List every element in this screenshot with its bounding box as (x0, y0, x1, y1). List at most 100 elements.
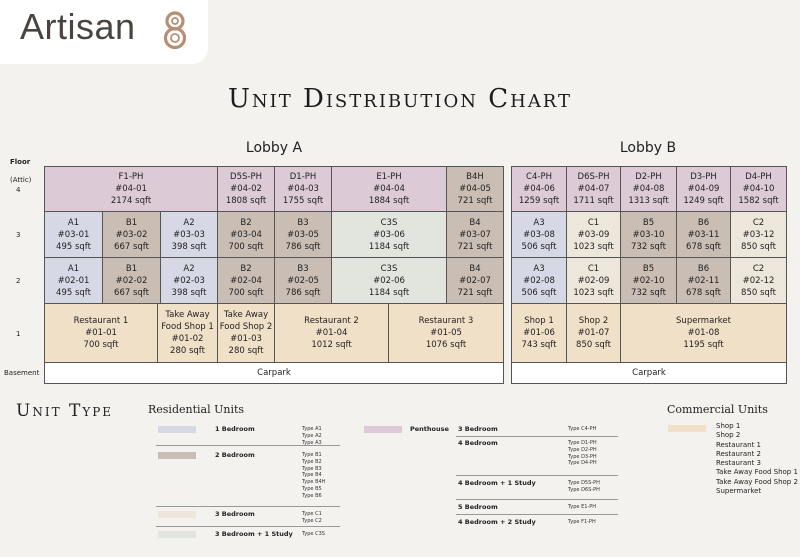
unit-type-label: Restaurant 2 (304, 316, 359, 326)
unit-cell: B5 #02-10 732 sqft (620, 257, 677, 304)
unit-type-label: Take Away (165, 310, 210, 320)
unit-size: 1755 sqft (282, 196, 324, 206)
unit-number: #03-01 (57, 229, 90, 240)
unit-cell: A2 #03-03 398 sqft (160, 211, 218, 258)
unit-cell: B6 #03-11 678 sqft (676, 211, 731, 258)
unit-number: #04-10 (742, 184, 775, 194)
unit-number: #04-04 (373, 184, 405, 194)
legend-swatch (158, 511, 196, 518)
unit-number: #03-08 (523, 229, 555, 240)
legend-unit-name: 3 Bedroom (215, 510, 255, 518)
legend-unit-name: 3 Bedroom + 1 Study (215, 530, 293, 538)
legend-unit-name: 1 Bedroom (215, 425, 255, 433)
unit-type-label: B5 (642, 263, 655, 274)
unit-size: 850 sqft (576, 340, 611, 350)
penthouse-unit-types: Type D5S-PH Type D6S-PH (568, 480, 600, 493)
unit-type-label: C4-PH (526, 172, 552, 182)
commercial-item: Restaurant 2 (716, 449, 762, 458)
residential-title: Residential Units (148, 403, 245, 416)
unit-number: #02-05 (287, 275, 319, 286)
unit-type-label: E1-PH (376, 172, 402, 182)
unit-number: #04-05 (459, 184, 491, 194)
unit-type-label: Carpark (257, 368, 291, 378)
legend-swatch (158, 452, 196, 459)
unit-type-label: B4H (466, 172, 484, 182)
unit-cell: C1 #02-09 1023 sqft (566, 257, 621, 304)
unit-cell: D3-PH #04-09 1249 sqft (676, 166, 731, 212)
unit-type-label: A2 (183, 217, 195, 228)
carpark-cell: Carpark (44, 362, 504, 384)
floor-2-label: 2 (16, 277, 21, 285)
carpark-cell: Carpark (511, 362, 787, 384)
legend-unit-types: Type B1 Type B2 Type B3 Type B4 Type B4H Type… (302, 452, 326, 499)
unit-type-label: B1 (125, 217, 138, 228)
commercial-list: Shop 1 Shop 2 Restaurant 1 Restaurant 2 Rest… (716, 422, 798, 496)
unit-number: #04-02 (230, 184, 262, 194)
floor-basement-label: Basement (4, 369, 40, 377)
unit-size: 280 sqft (228, 346, 264, 356)
unit-size: 667 sqft (114, 287, 149, 298)
unit-size: 1184 sqft (368, 287, 410, 298)
unit-type-label: A3 (533, 263, 545, 274)
unit-number: #02-04 (230, 275, 262, 286)
unit-size: 721 sqft (457, 241, 493, 252)
unit-number: #01-02 (171, 334, 204, 344)
legend-divider (156, 506, 340, 507)
unit-cell: B2 #02-04 700 sqft (217, 257, 275, 304)
unit-type-label: B3 (297, 263, 309, 274)
commercial-swatch (668, 425, 706, 432)
unit-number: #02-03 (173, 275, 205, 286)
unit-cell: Shop 2 #01-07 850 sqft (566, 303, 621, 363)
unit-number: #02-10 (632, 275, 665, 286)
unit-size: 506 sqft (521, 241, 557, 252)
unit-type-label: D5S-PH (230, 172, 262, 182)
unit-number: #01-06 (523, 328, 555, 338)
lobby-a-title: Lobby A (245, 140, 303, 156)
unit-cell: Restaurant 3 #01-05 1076 sqft (388, 303, 504, 363)
unit-size: 786 sqft (285, 287, 321, 298)
unit-cell: D1-PH #04-03 1755 sqft (274, 166, 332, 212)
logo-panel: Artisan (0, 0, 208, 64)
unit-size: 1582 sqft (738, 196, 779, 206)
unit-cell: Restaurant 1 #01-01 700 sqft (44, 303, 158, 363)
unit-number: #02-01 (57, 275, 90, 286)
unit-type-label: Food Shop 2 (219, 322, 273, 332)
unit-size: 678 sqft (686, 241, 721, 252)
unit-number: #03-06 (373, 229, 405, 240)
unit-size: 721 sqft (457, 196, 493, 206)
legend-unit-types: Type C1 Type C2 (302, 511, 322, 524)
unit-cell: Restaurant 2 #01-04 1012 sqft (274, 303, 389, 363)
unit-cell: Shop 1 #01-06 743 sqft (511, 303, 567, 363)
unit-type-label: Food Shop 1 (161, 322, 214, 332)
unit-size: 1195 sqft (683, 340, 724, 350)
unit-cell: A2 #02-03 398 sqft (160, 257, 218, 304)
unit-size: 1012 sqft (311, 340, 352, 350)
unit-type-label: C2 (752, 217, 765, 228)
lobby-b-title: Lobby B (619, 140, 677, 156)
unit-type-label: C3S (380, 263, 398, 274)
unit-size: 1259 sqft (518, 196, 560, 206)
unit-cell: B1 #03-02 667 sqft (102, 211, 161, 258)
unit-cell: Supermarket #01-08 1195 sqft (620, 303, 787, 363)
unit-size: 398 sqft (171, 287, 207, 298)
unit-type-label: C1 (587, 263, 600, 274)
unit-number: #01-07 (577, 328, 610, 338)
unit-size: 1076 sqft (425, 340, 467, 350)
unit-size: 1184 sqft (368, 241, 410, 252)
unit-cell: B5 #03-10 732 sqft (620, 211, 677, 258)
unit-size: 678 sqft (686, 287, 721, 298)
unit-type-label: D2-PH (635, 172, 662, 182)
commercial-title: Commercial Units (667, 403, 768, 416)
unit-cell: A3 #03-08 506 sqft (511, 211, 567, 258)
unit-type-label: D6S-PH (577, 172, 610, 182)
unit-number: #03-03 (173, 229, 205, 240)
unit-type-label: Carpark (632, 368, 666, 378)
legend-divider (456, 436, 618, 437)
legend-divider (456, 499, 618, 500)
unit-size: 495 sqft (56, 287, 91, 298)
unit-number: #01-01 (85, 328, 117, 338)
unit-number: #03-02 (115, 229, 148, 240)
unit-size: 721 sqft (457, 287, 493, 298)
legend-divider (156, 445, 340, 446)
unit-number: #01-08 (687, 328, 720, 338)
